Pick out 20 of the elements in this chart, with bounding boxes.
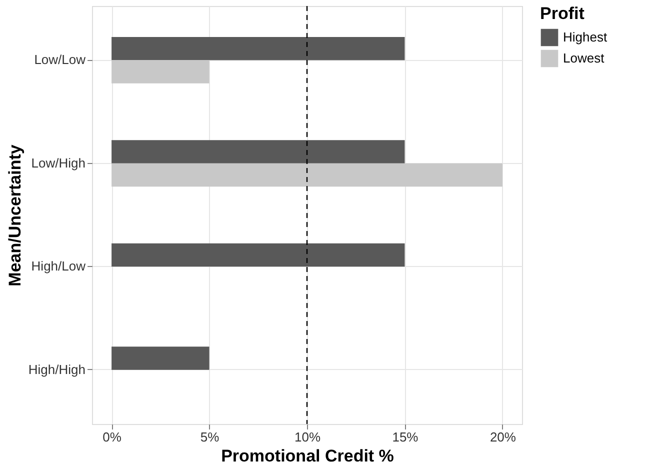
y-tick-label: High/Low [31, 258, 86, 274]
bar [112, 36, 405, 60]
legend-label: Highest [563, 30, 608, 44]
x-axis-title: Promotional Credit % [221, 446, 394, 466]
y-axis-title: Mean/Uncertainty [5, 144, 24, 286]
x-tick-label: 5% [200, 430, 220, 444]
bar [112, 60, 210, 84]
x-tick-label: 10% [294, 430, 321, 444]
x-tick-label: 20% [490, 430, 516, 444]
bar [112, 243, 405, 267]
bar [112, 140, 405, 164]
y-tick-label: Low/High [31, 155, 86, 170]
legend-label: Lowest [563, 50, 605, 66]
x-tick-label: 15% [392, 430, 419, 444]
y-tick-label: Low/Low [34, 52, 86, 68]
y-tick-label: High/High [28, 362, 86, 377]
bar [112, 346, 210, 370]
legend-title: Profit [540, 4, 585, 23]
bar [112, 163, 502, 187]
x-tick-label: 0% [102, 430, 122, 444]
